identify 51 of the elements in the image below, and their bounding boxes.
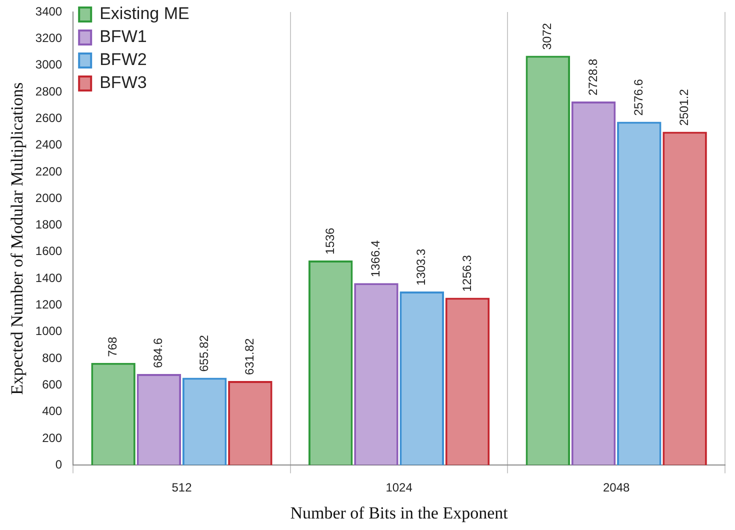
bar	[308, 260, 353, 466]
y-tick-label: 2000	[35, 190, 62, 205]
y-tick-label: 2800	[35, 84, 62, 98]
bar	[136, 374, 182, 466]
bar	[354, 283, 398, 466]
y-tick-label: 3200	[35, 30, 62, 45]
data-label: 3072	[540, 22, 554, 50]
bar	[400, 291, 444, 466]
y-tick-label: 1800	[35, 218, 62, 232]
bar	[571, 101, 616, 466]
y-tick-label: 800	[42, 350, 62, 365]
data-label: 1256.3	[460, 254, 474, 292]
data-label: 2728.8	[586, 58, 600, 96]
y-tick-label: 2200	[35, 164, 62, 178]
y-tick-label: 1600	[35, 244, 62, 258]
bar	[91, 362, 136, 466]
y-tick-label: 3000	[35, 58, 62, 72]
data-label: 1366.4	[368, 240, 383, 278]
bar	[662, 132, 707, 466]
bar	[526, 56, 570, 466]
data-label: 684.6	[151, 338, 166, 368]
y-tick-label: 3400	[35, 4, 62, 18]
data-label: 1303.3	[414, 248, 428, 286]
bar	[617, 122, 662, 466]
data-label: 768	[106, 336, 120, 357]
data-label: 655.82	[196, 334, 211, 372]
y-tick-label: 1400	[35, 270, 62, 285]
y-tick-label: 2400	[35, 138, 62, 152]
x-tick-label: 512	[172, 480, 192, 495]
data-label: 2576.6	[631, 78, 646, 116]
bar	[228, 380, 272, 466]
y-tick-label: 600	[42, 378, 62, 392]
legend-label: BFW2	[100, 50, 147, 70]
y-tick-label: 0	[55, 458, 62, 472]
y-tick-label: 1000	[35, 324, 62, 338]
data-label: 2501.2	[677, 88, 692, 126]
y-tick-label: 200	[42, 430, 62, 445]
legend-label: BFW3	[100, 73, 147, 92]
bar	[445, 298, 490, 466]
y-tick-label: 400	[42, 404, 62, 418]
legend-label: BFW1	[100, 27, 147, 46]
y-tick-label: 2600	[35, 110, 62, 125]
x-tick-label: 1024	[386, 480, 413, 495]
legend-label: Existing ME	[100, 4, 190, 24]
x-tick-label: 2048	[603, 480, 630, 495]
x-axis-title: Number of Bits in the Exponent	[290, 503, 508, 522]
data-label: 1536	[322, 227, 337, 254]
y-axis-title: Expected Number of Modular Multiplications	[8, 82, 27, 395]
data-label: 631.82	[242, 338, 257, 375]
y-tick-label: 1200	[35, 298, 62, 312]
bar	[182, 378, 227, 466]
